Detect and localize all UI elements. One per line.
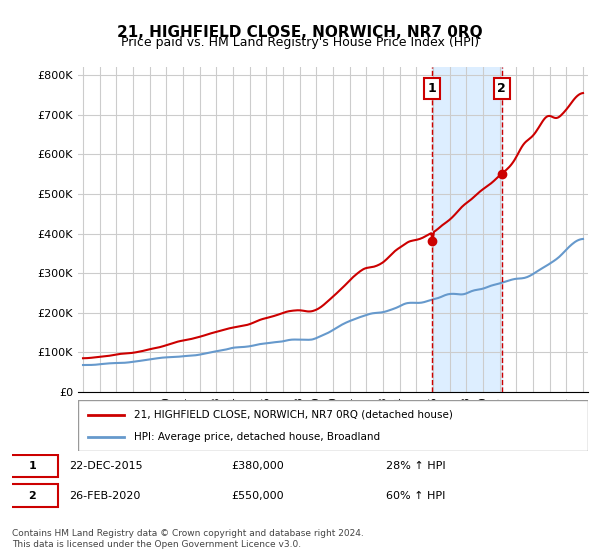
Text: 22-DEC-2015: 22-DEC-2015: [70, 461, 143, 471]
Text: 21, HIGHFIELD CLOSE, NORWICH, NR7 0RQ (detached house): 21, HIGHFIELD CLOSE, NORWICH, NR7 0RQ (d…: [134, 409, 453, 419]
FancyBboxPatch shape: [6, 484, 58, 507]
Text: 26-FEB-2020: 26-FEB-2020: [70, 491, 141, 501]
Text: Price paid vs. HM Land Registry's House Price Index (HPI): Price paid vs. HM Land Registry's House …: [121, 36, 479, 49]
Text: 1: 1: [428, 82, 437, 95]
Text: £550,000: £550,000: [231, 491, 284, 501]
FancyBboxPatch shape: [6, 455, 58, 477]
Text: 1: 1: [28, 461, 36, 471]
Bar: [433, 67, 502, 392]
Text: 60% ↑ HPI: 60% ↑ HPI: [386, 491, 446, 501]
Text: 21, HIGHFIELD CLOSE, NORWICH, NR7 0RQ: 21, HIGHFIELD CLOSE, NORWICH, NR7 0RQ: [117, 25, 483, 40]
Text: Contains HM Land Registry data © Crown copyright and database right 2024.
This d: Contains HM Land Registry data © Crown c…: [12, 529, 364, 549]
Text: 28% ↑ HPI: 28% ↑ HPI: [386, 461, 446, 471]
Text: £380,000: £380,000: [231, 461, 284, 471]
Text: 2: 2: [28, 491, 36, 501]
Text: HPI: Average price, detached house, Broadland: HPI: Average price, detached house, Broa…: [134, 432, 380, 442]
FancyBboxPatch shape: [78, 400, 588, 451]
Text: 2: 2: [497, 82, 506, 95]
